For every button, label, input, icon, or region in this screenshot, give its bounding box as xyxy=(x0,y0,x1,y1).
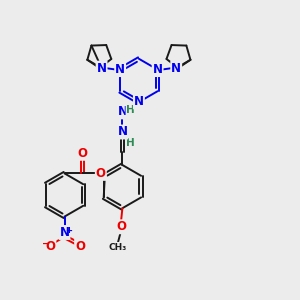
Text: −: − xyxy=(42,239,50,249)
Text: O: O xyxy=(45,239,56,253)
Text: N: N xyxy=(59,226,70,239)
Text: H: H xyxy=(126,105,135,116)
Text: H: H xyxy=(126,138,135,148)
Text: O: O xyxy=(116,220,126,233)
Text: N: N xyxy=(171,61,181,75)
Text: +: + xyxy=(65,226,72,235)
Text: O: O xyxy=(77,147,88,160)
Text: O: O xyxy=(75,239,85,253)
Text: N: N xyxy=(153,63,163,76)
Text: N: N xyxy=(117,105,128,119)
Text: N: N xyxy=(117,125,128,139)
Text: N: N xyxy=(97,61,106,75)
Text: N: N xyxy=(115,63,125,76)
Text: N: N xyxy=(134,95,144,109)
Text: O: O xyxy=(96,167,106,180)
Text: CH₃: CH₃ xyxy=(109,243,127,252)
